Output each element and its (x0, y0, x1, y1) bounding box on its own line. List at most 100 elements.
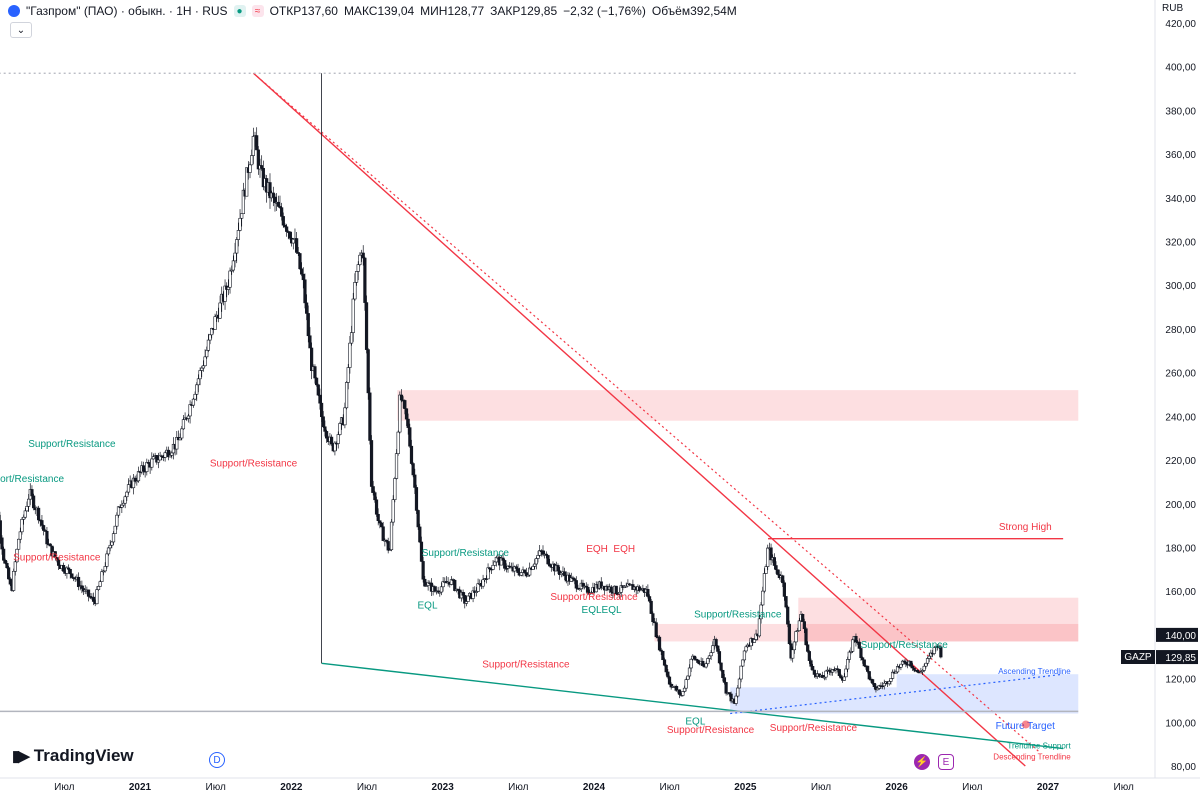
candle-body (453, 579, 457, 591)
dividend-icon[interactable]: D (209, 752, 225, 768)
price-label-box (1156, 627, 1198, 642)
candle-body (739, 665, 743, 680)
candle-body (875, 687, 880, 691)
candle-body (666, 671, 670, 678)
y-axis-panel (1155, 0, 1200, 800)
candle-body (528, 567, 532, 576)
candle-body (769, 547, 773, 561)
candle-body (759, 604, 763, 620)
candle-body (3, 559, 7, 564)
trendline-support (321, 662, 1064, 750)
candle-body (66, 567, 71, 570)
candle-body (76, 576, 81, 588)
candle-body (586, 586, 590, 594)
lightning-icon[interactable]: ⚡ (914, 754, 930, 770)
candle-body (538, 550, 542, 556)
annotation-label: Support/Resistance (550, 592, 638, 603)
candle-body (321, 416, 325, 428)
candle-body (677, 689, 682, 695)
y-tick-label: 320,00 (1165, 238, 1196, 249)
candle-body (526, 574, 530, 577)
candle-body (251, 135, 255, 156)
tradingview-logo[interactable]: ▮▶ TradingView (12, 746, 134, 766)
candle-body (791, 649, 795, 659)
candle-body (411, 463, 415, 476)
symbol-name[interactable]: "Газпром" (ПАО) · обыкн. · 1H · RUS (26, 4, 228, 18)
candle-body (315, 377, 319, 386)
candle-body (303, 279, 307, 304)
chevron-down-icon: ⌄ (16, 24, 26, 36)
candle-body (882, 682, 886, 687)
candle-body (389, 521, 394, 551)
price-label: 129,85 (1165, 653, 1196, 664)
candle-body (729, 693, 733, 702)
candle-body (851, 639, 855, 652)
candle-body (5, 563, 9, 568)
candle-body (674, 685, 678, 691)
candle-body (486, 567, 490, 580)
candle-body (91, 596, 96, 602)
y-tick-label: 120,00 (1165, 675, 1196, 686)
candle-body (0, 520, 2, 539)
candle-body (439, 586, 444, 593)
candle-body (503, 560, 507, 569)
x-tick-label: 2021 (129, 782, 152, 793)
candle-body (313, 366, 317, 379)
y-tick-label: 420,00 (1165, 19, 1196, 30)
candle-body (837, 669, 841, 676)
candle-body (919, 671, 923, 673)
candle-body (13, 561, 17, 572)
candle-body (581, 582, 585, 587)
candle-body (859, 648, 863, 658)
candle-body (573, 578, 577, 581)
candle-body (230, 269, 234, 272)
candle-body (406, 418, 410, 428)
candle-body (101, 570, 106, 573)
candle-body (133, 477, 137, 482)
candle-body (421, 561, 425, 580)
candle-body (300, 268, 304, 275)
candle-body (200, 367, 204, 371)
x-tick-label: Июл (660, 782, 680, 793)
candle-body (416, 510, 420, 528)
candle-body (180, 428, 184, 439)
candle-body (378, 520, 382, 524)
candle-body (781, 575, 785, 584)
y-tick-label: 380,00 (1165, 106, 1196, 117)
x-tick-label: Июл (508, 782, 528, 793)
y-tick-label: 340,00 (1165, 194, 1196, 205)
ticker-badge: GAZP (1121, 650, 1155, 664)
candle-body (37, 507, 41, 521)
x-tick-label: Июл (962, 782, 982, 793)
candle-body (50, 545, 54, 557)
candle-body (704, 663, 708, 668)
candle-body (659, 649, 663, 652)
candle-body (45, 530, 49, 545)
candle-body (295, 238, 299, 253)
x-tick-label: 2022 (280, 782, 303, 793)
candle-body (796, 630, 800, 632)
candle-body (488, 567, 492, 570)
candle-body (624, 585, 628, 588)
candle-body (369, 440, 374, 487)
earnings-icon[interactable]: E (938, 754, 954, 770)
candle-body (356, 264, 360, 272)
candle-body (662, 659, 667, 666)
candle-body (108, 544, 112, 549)
candle-body (692, 655, 697, 660)
candle-body (374, 499, 379, 515)
candle-body (534, 558, 538, 565)
candle-body (333, 442, 337, 452)
collapse-legend-button[interactable]: ⌄ (10, 22, 32, 38)
legend-header: "Газпром" (ПАО) · обыкн. · 1H · RUS ● ≈ … (8, 2, 737, 20)
candle-body (787, 623, 791, 645)
y-tick-label: 180,00 (1165, 543, 1196, 554)
candle-body (889, 678, 893, 682)
candle-body (408, 427, 412, 447)
currency-label[interactable]: RUB (1162, 3, 1184, 14)
candle-body (821, 675, 825, 678)
candle-body (684, 679, 688, 689)
candle-body (240, 213, 244, 219)
candle-body (463, 595, 467, 604)
